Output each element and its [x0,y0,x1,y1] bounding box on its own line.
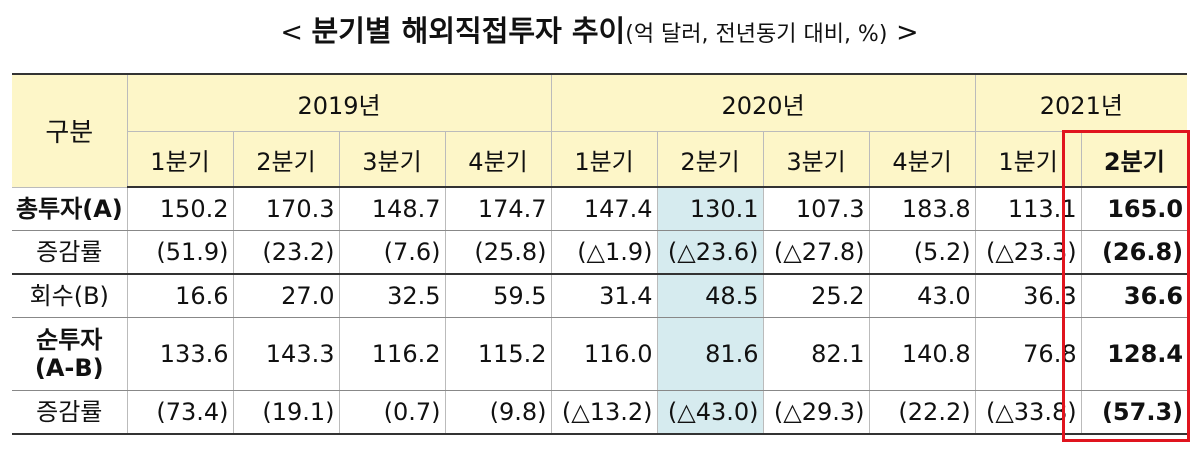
quarter-header: 2분기 [1080,131,1188,188]
row: 회수(B) 16.6 27.0 32.5 59.5 31.4 48.5 25.2 43.0 36.… [12,274,1188,318]
table: 구분 2019년 2020년 2021년 1분기 2분기 3분기 4분기 1분기 2분기 3… [12,73,1188,435]
cell: 59.5 [444,274,552,318]
title-unit: (억 달러, 전년동기 대비, %) [625,22,888,47]
cell: 133.6 [126,317,233,391]
cell: 36.6 [1080,274,1188,318]
year-header: 2021년 [974,73,1188,132]
cell: (△33.8) [974,390,1082,435]
row: 증감률 (73.4) (19.1) (0.7) (9.8) (△13.2) (△43.0)(… [12,390,1188,435]
row-label: 순투자 (A-B) [12,317,127,391]
cell: (△43.0) [656,390,764,435]
quarter-header: 2분기 [232,131,339,188]
cell: 148.7 [338,187,445,231]
title-main: 분기별 해외직접투자 추이 [311,14,626,48]
cell: 165.0 [1080,187,1188,231]
quarter-header: 2분기 [656,131,764,188]
highlight-box [1062,130,1190,442]
cell: 16.6 [126,274,233,318]
title-open: < [280,17,303,48]
row-label-line: (A-B) [34,354,104,382]
cell: 82.1 [762,317,870,391]
quarter-header: 1분기 [126,131,233,188]
quarter-header: 4분기 [868,131,976,188]
cell: (0.7) [338,390,445,435]
cell: 25.2 [762,274,870,318]
row-label: 증감률 [12,390,127,435]
cell: 116.2 [338,317,445,391]
cell: (△13.2) [550,390,658,435]
cell: 128.4 [1080,317,1188,391]
cell: (9.8) [444,390,552,435]
row: 순투자 (A-B) 133.6 143.3 116.2 115.2 116.0 81.6 82.… [12,317,1188,391]
cell: (△1.9) [550,230,658,275]
cell: 43.0 [868,274,976,318]
cell: (73.4) [126,390,233,435]
cell: 27.0 [232,274,339,318]
cell: 107.3 [762,187,870,231]
cell: (19.1) [232,390,339,435]
cell: (26.8) [1080,230,1188,275]
row-label: 증감률 [12,230,127,275]
cell: 183.8 [868,187,976,231]
cell: (7.6) [338,230,445,275]
row-label-line: 총투자(A) [16,194,123,223]
quarter-header: 4분기 [444,131,552,188]
cell: 170.3 [232,187,339,231]
row: 증감률 (51.9) (23.2) (7.6) (25.8) (△1.9) (△23.6)(… [12,230,1188,275]
cell: (△29.3) [762,390,870,435]
cell: 130.1 [656,187,764,231]
cell: 81.6 [656,317,764,391]
corner: 구분 [12,73,127,188]
cell: 174.7 [444,187,552,231]
cell: (51.9) [126,230,233,275]
cell: (25.8) [444,230,552,275]
row-label-line: 증감률 [36,238,103,266]
cell: 116.0 [550,317,658,391]
year-header: 2019년 [126,73,552,132]
title: < 분기별 해외직접투자 추이(억 달러, 전년동기 대비, %) > [0,8,1199,50]
cell: 140.8 [868,317,976,391]
year-header: 2020년 [550,73,976,132]
cell: (5.2) [868,230,976,275]
cell: 143.3 [232,317,339,391]
cell: (23.2) [232,230,339,275]
row-label: 총투자(A) [12,187,127,231]
row-label-line: 회수(B) [29,282,109,310]
cell: (△23.3) [974,230,1082,275]
row: 총투자(A) 150.2 170.3 148.7 174.7 147.4 130.1 107.… [12,187,1188,231]
cell: (△27.8) [762,230,870,275]
cell: 48.5 [656,274,764,318]
cell: (△23.6) [656,230,764,275]
row-label-line: 증감률 [36,398,103,426]
title-close: > [896,17,919,48]
cell: (57.3) [1080,390,1188,435]
row-label-line: 순투자 [36,326,103,354]
cell: 31.4 [550,274,658,318]
cell: (22.2) [868,390,976,435]
cell: 150.2 [126,187,233,231]
cell: 115.2 [444,317,552,391]
quarter-header: 3분기 [762,131,870,188]
cell: 32.5 [338,274,445,318]
cell: 147.4 [550,187,658,231]
quarter-header: 3분기 [338,131,445,188]
row-label: 회수(B) [12,274,127,318]
quarter-header: 1분기 [550,131,658,188]
